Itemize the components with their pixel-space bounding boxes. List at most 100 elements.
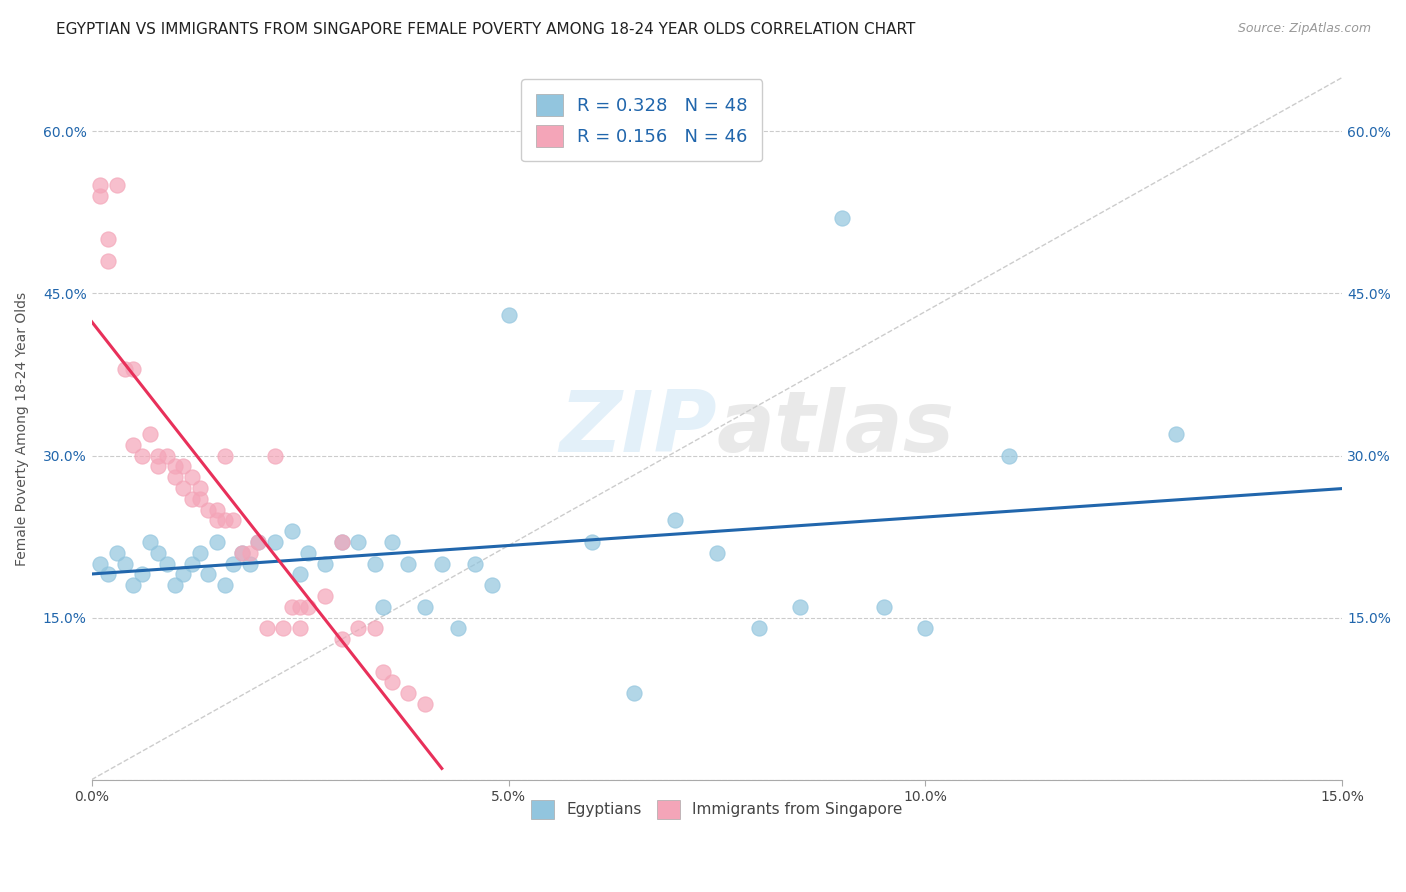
Point	[398, 686, 420, 700]
Y-axis label: Female Poverty Among 18-24 Year Olds: Female Poverty Among 18-24 Year Olds	[15, 292, 30, 566]
Text: atlas: atlas	[717, 387, 955, 470]
Text: Source: ZipAtlas.com: Source: ZipAtlas.com	[1237, 22, 1371, 36]
Point	[914, 621, 936, 635]
Point	[122, 438, 145, 452]
Point	[214, 513, 236, 527]
Point	[347, 621, 370, 635]
Point	[214, 578, 236, 592]
Point	[205, 502, 228, 516]
Point	[273, 621, 295, 635]
Point	[231, 546, 253, 560]
Point	[172, 567, 194, 582]
Point	[789, 599, 811, 614]
Point	[481, 578, 503, 592]
Point	[398, 557, 420, 571]
Point	[264, 535, 287, 549]
Point	[148, 546, 170, 560]
Point	[706, 546, 728, 560]
Text: ZIP: ZIP	[560, 387, 717, 470]
Point	[314, 557, 336, 571]
Point	[139, 426, 162, 441]
Point	[297, 546, 319, 560]
Point	[247, 535, 270, 549]
Point	[156, 449, 179, 463]
Point	[314, 589, 336, 603]
Point	[197, 502, 219, 516]
Point	[156, 557, 179, 571]
Point	[330, 535, 353, 549]
Point	[122, 578, 145, 592]
Point	[288, 567, 311, 582]
Point	[413, 599, 436, 614]
Point	[297, 599, 319, 614]
Legend: Egyptians, Immigrants from Singapore: Egyptians, Immigrants from Singapore	[526, 794, 908, 824]
Point	[498, 308, 520, 322]
Point	[373, 665, 395, 679]
Point	[114, 557, 136, 571]
Point	[105, 178, 128, 193]
Point	[222, 513, 245, 527]
Point	[97, 254, 120, 268]
Point	[180, 557, 202, 571]
Point	[581, 535, 603, 549]
Point	[831, 211, 853, 225]
Point	[148, 459, 170, 474]
Point	[1164, 426, 1187, 441]
Point	[256, 621, 278, 635]
Point	[89, 178, 111, 193]
Point	[148, 449, 170, 463]
Point	[180, 491, 202, 506]
Point	[381, 675, 404, 690]
Point	[89, 557, 111, 571]
Point	[447, 621, 470, 635]
Point	[664, 513, 686, 527]
Point	[231, 546, 253, 560]
Point	[288, 599, 311, 614]
Point	[997, 449, 1019, 463]
Point	[330, 632, 353, 647]
Text: EGYPTIAN VS IMMIGRANTS FROM SINGAPORE FEMALE POVERTY AMONG 18-24 YEAR OLDS CORRE: EGYPTIAN VS IMMIGRANTS FROM SINGAPORE FE…	[56, 22, 915, 37]
Point	[364, 621, 387, 635]
Point	[188, 546, 211, 560]
Point	[172, 481, 194, 495]
Point	[139, 535, 162, 549]
Point	[105, 546, 128, 560]
Point	[89, 189, 111, 203]
Point	[97, 232, 120, 246]
Point	[188, 491, 211, 506]
Point	[122, 362, 145, 376]
Point	[280, 524, 302, 538]
Point	[381, 535, 404, 549]
Point	[205, 513, 228, 527]
Point	[413, 697, 436, 711]
Point	[247, 535, 270, 549]
Point	[222, 557, 245, 571]
Point	[163, 470, 186, 484]
Point	[180, 470, 202, 484]
Point	[239, 546, 262, 560]
Point	[430, 557, 453, 571]
Point	[205, 535, 228, 549]
Point	[280, 599, 302, 614]
Point	[330, 535, 353, 549]
Point	[163, 459, 186, 474]
Point	[288, 621, 311, 635]
Point	[373, 599, 395, 614]
Point	[214, 449, 236, 463]
Point	[131, 567, 153, 582]
Point	[347, 535, 370, 549]
Point	[188, 481, 211, 495]
Point	[464, 557, 486, 571]
Point	[172, 459, 194, 474]
Point	[239, 557, 262, 571]
Point	[163, 578, 186, 592]
Point	[623, 686, 645, 700]
Point	[264, 449, 287, 463]
Point	[114, 362, 136, 376]
Point	[131, 449, 153, 463]
Point	[97, 567, 120, 582]
Point	[748, 621, 770, 635]
Point	[873, 599, 896, 614]
Point	[197, 567, 219, 582]
Point	[364, 557, 387, 571]
